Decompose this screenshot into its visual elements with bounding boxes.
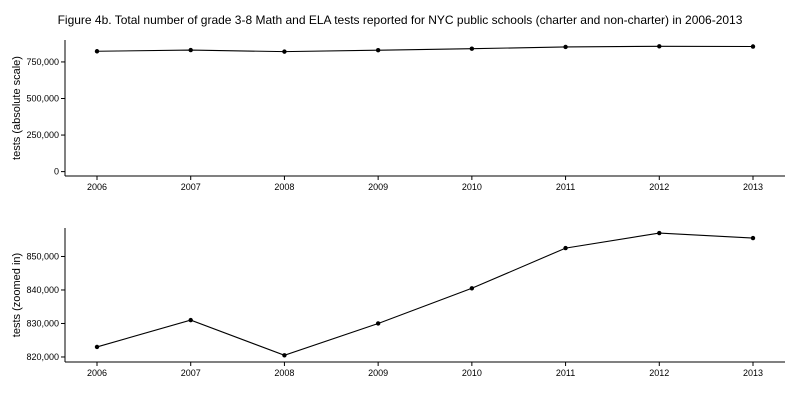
chart-title: Figure 4b. Total number of grade 3-8 Mat… — [57, 13, 743, 27]
y-tick-label: 830,000 — [26, 318, 59, 328]
data-point — [750, 44, 756, 49]
y-tick-label: 750,000 — [26, 57, 59, 67]
data-point — [750, 235, 756, 241]
data-point — [657, 44, 662, 49]
x-tick-label: 2012 — [649, 368, 669, 378]
data-point — [188, 47, 193, 53]
data-point — [657, 230, 662, 236]
x-tick-label: 2008 — [274, 182, 294, 192]
data-point — [94, 49, 100, 54]
x-tick-label: 2008 — [274, 368, 294, 378]
data-point — [375, 48, 381, 53]
data-point — [563, 245, 568, 251]
x-tick-label: 2010 — [462, 368, 482, 378]
panel-absolute-scale: 0 250,000 500,000 750,000 2006 2007 2008 2009 20… — [11, 40, 785, 192]
x-tick-label: 2007 — [181, 182, 201, 192]
x-tick-label: 2007 — [181, 368, 201, 378]
series-line — [96, 45, 754, 53]
data-point — [188, 317, 193, 323]
x-tick-label: 2006 — [87, 368, 107, 378]
data-point — [375, 321, 381, 326]
data-point — [282, 49, 287, 54]
data-point — [563, 44, 568, 50]
x-tick-label: 2011 — [556, 368, 575, 378]
data-point — [282, 353, 287, 358]
y-tick-label: 250,000 — [26, 130, 59, 140]
x-tick-label: 2013 — [743, 182, 763, 192]
x-tick-label: 2011 — [556, 182, 575, 192]
y-tick-label: 500,000 — [26, 93, 59, 103]
x-tick-label: 2013 — [743, 368, 763, 378]
y-axis-title: tests (absolute scale) — [11, 56, 23, 160]
y-axis-title: tests (zoomed in) — [11, 253, 23, 337]
y-tick-label: 820,000 — [26, 352, 59, 362]
y-tick-label: 840,000 — [26, 285, 59, 295]
y-tick-label: 850,000 — [26, 251, 59, 261]
x-tick-label: 2009 — [368, 368, 388, 378]
data-point — [469, 286, 475, 291]
data-point — [469, 46, 475, 51]
y-tick-label: 0 — [54, 167, 59, 177]
x-tick-label: 2009 — [368, 182, 388, 192]
x-tick-label: 2012 — [649, 182, 669, 192]
x-tick-label: 2010 — [462, 182, 482, 192]
series-line — [96, 232, 754, 356]
panel-zoomed-in: 820,000 830,000 840,000 850,000 2006 2007 2008… — [11, 228, 785, 378]
data-point — [94, 344, 100, 350]
x-tick-label: 2006 — [87, 182, 107, 192]
